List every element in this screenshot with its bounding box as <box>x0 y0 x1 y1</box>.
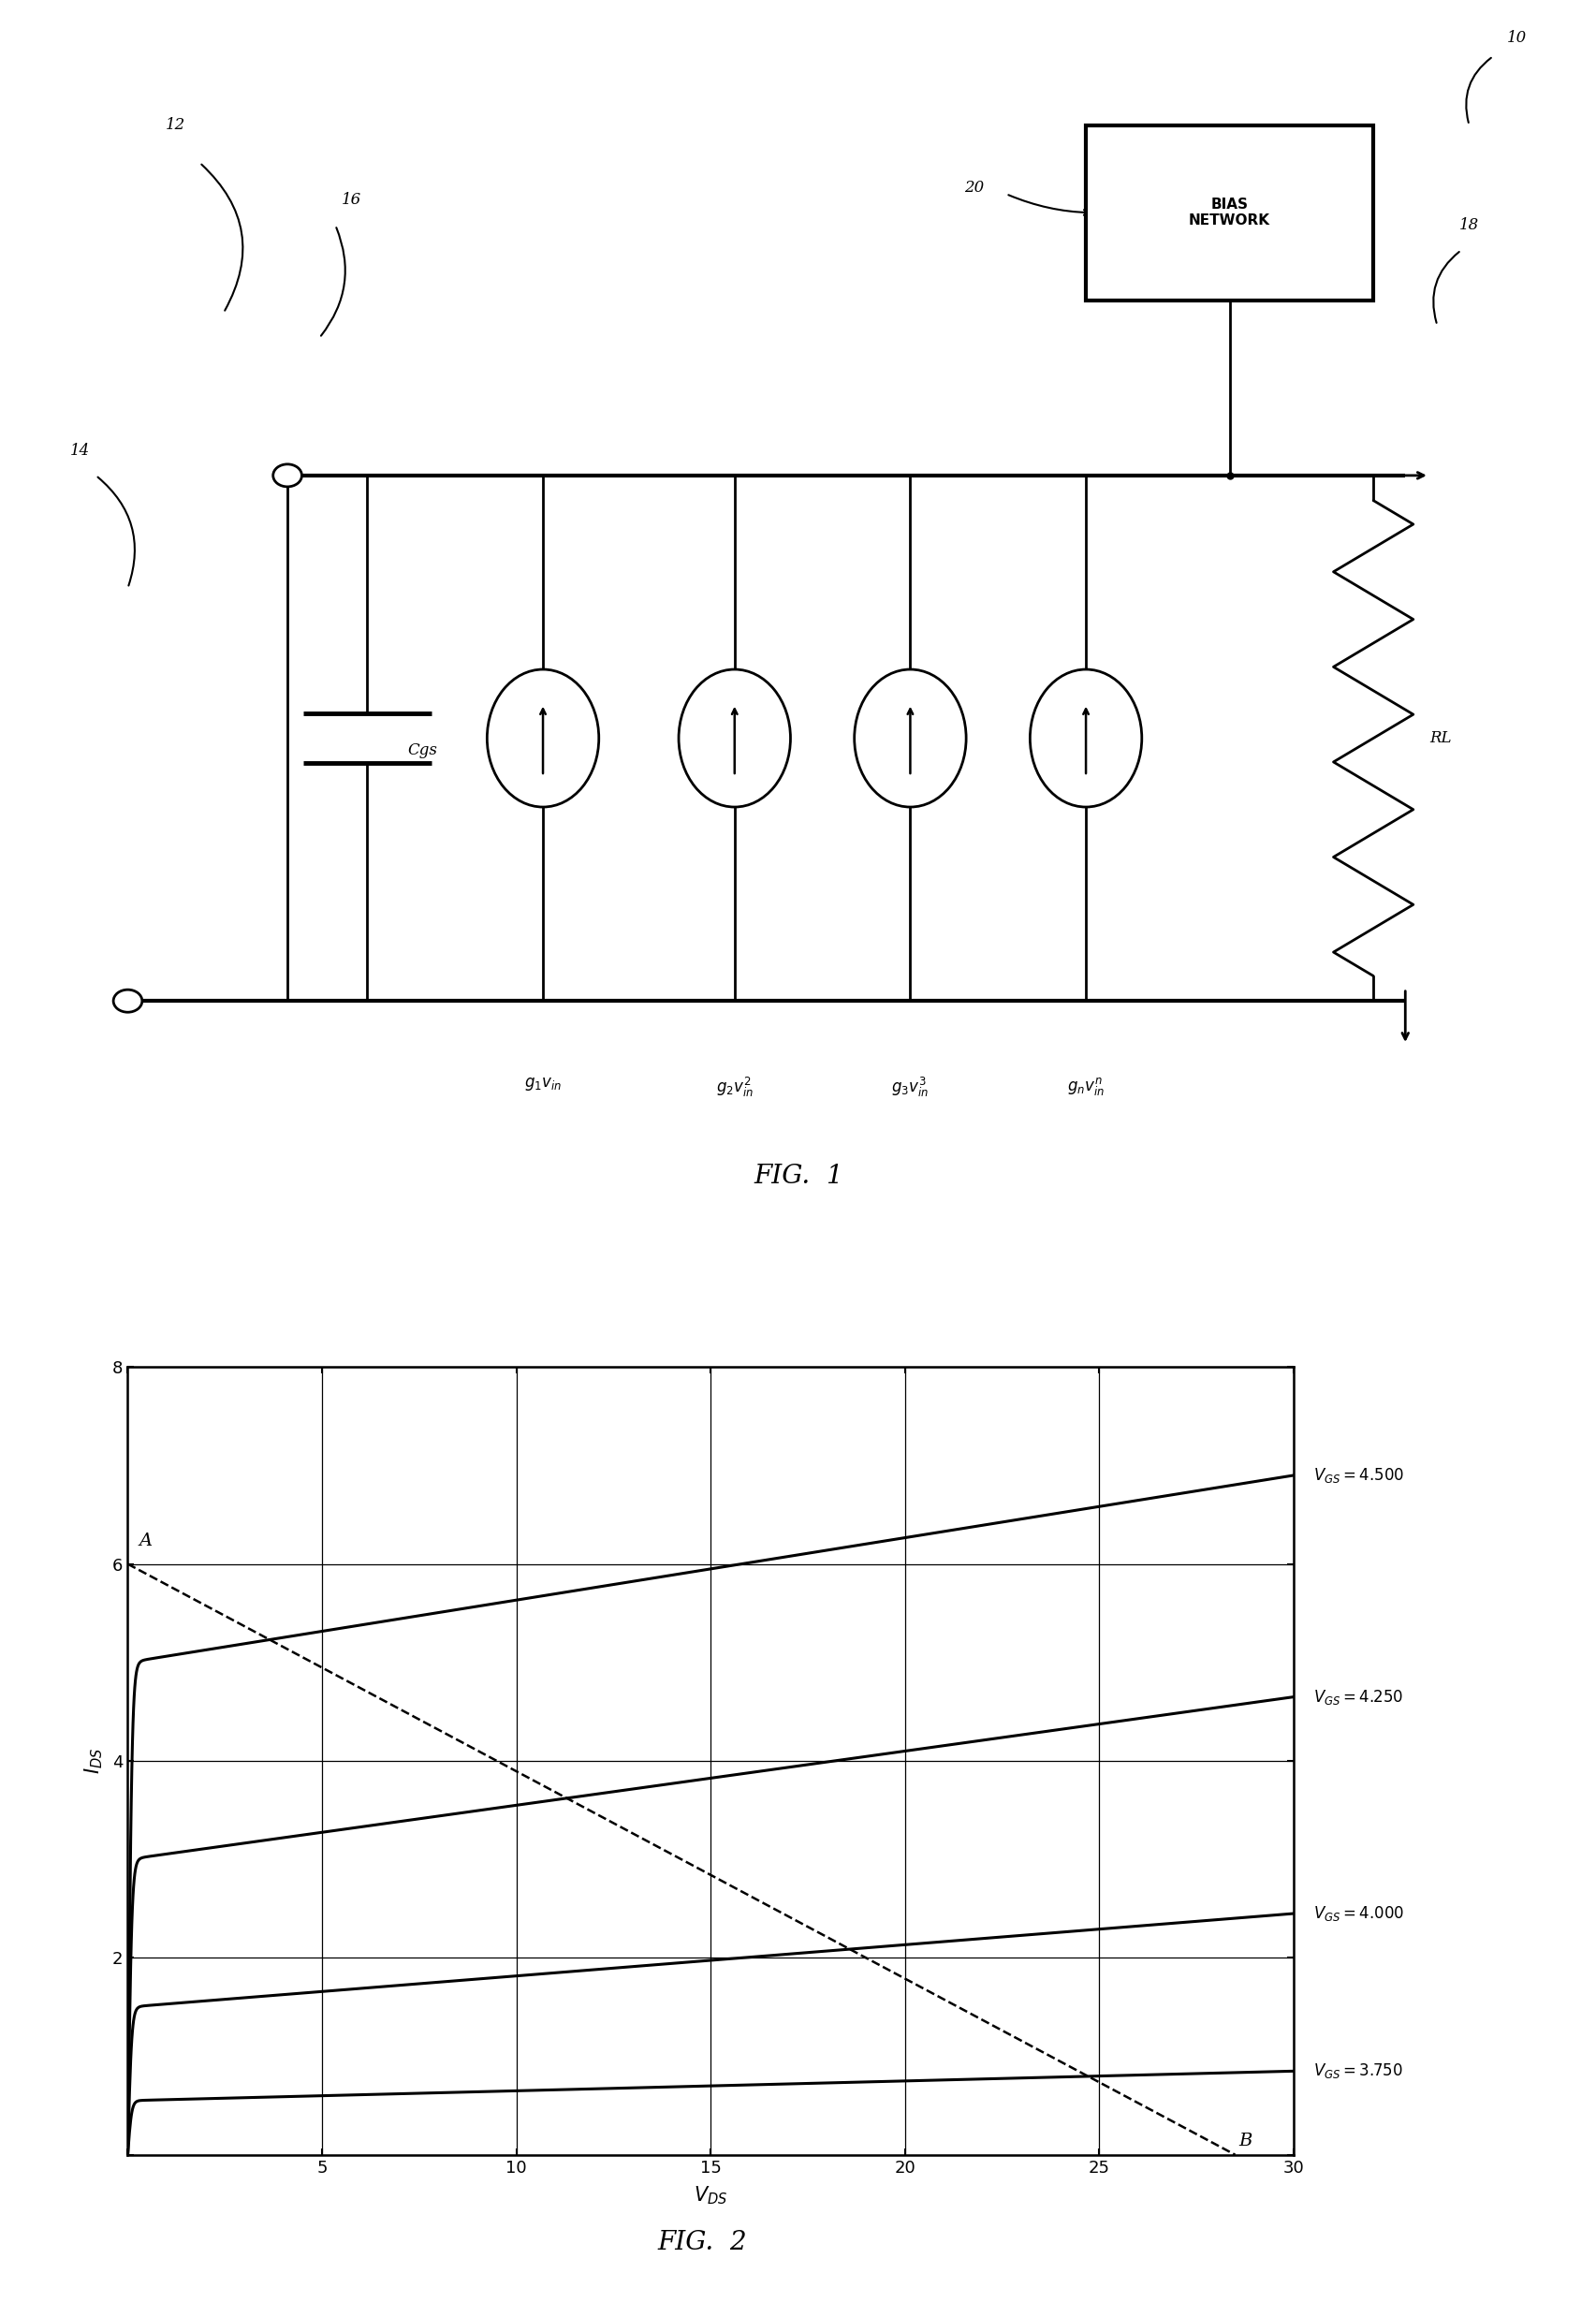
Text: FIG.  1: FIG. 1 <box>753 1163 843 1189</box>
Ellipse shape <box>678 670 790 806</box>
Text: $V_{GS}=4.250$: $V_{GS}=4.250$ <box>1312 1687 1403 1705</box>
Text: RL: RL <box>1428 730 1451 746</box>
Text: $g_3 v^3_{in}$: $g_3 v^3_{in}$ <box>891 1075 929 1101</box>
Text: 12: 12 <box>166 118 185 132</box>
Text: $V_{GS}=3.750$: $V_{GS}=3.750$ <box>1312 2062 1401 2081</box>
Text: $g_n v^n_{in}$: $g_n v^n_{in}$ <box>1066 1075 1104 1098</box>
Text: 16: 16 <box>342 192 361 209</box>
X-axis label: $V_{DS}$: $V_{DS}$ <box>693 2185 728 2206</box>
Bar <box>1085 125 1373 301</box>
Text: A: A <box>139 1532 153 1550</box>
Text: $g_2 v^2_{in}$: $g_2 v^2_{in}$ <box>715 1075 753 1101</box>
Text: Cgs: Cgs <box>407 744 437 758</box>
Text: $V_{GS}=4.500$: $V_{GS}=4.500$ <box>1312 1467 1403 1485</box>
Text: B: B <box>1238 2134 1251 2150</box>
Text: $V_{GS}=4.000$: $V_{GS}=4.000$ <box>1312 1905 1403 1923</box>
Text: 18: 18 <box>1459 218 1478 234</box>
Text: FIG.  2: FIG. 2 <box>658 2231 747 2254</box>
Ellipse shape <box>1029 670 1141 806</box>
Text: 20: 20 <box>964 181 983 195</box>
Ellipse shape <box>854 670 966 806</box>
Circle shape <box>273 463 302 487</box>
Y-axis label: $I_{DS}$: $I_{DS}$ <box>83 1747 105 1775</box>
Text: 14: 14 <box>70 443 89 459</box>
Text: $g_1 v_{in}$: $g_1 v_{in}$ <box>523 1075 562 1094</box>
Circle shape <box>113 989 142 1013</box>
Text: 10: 10 <box>1507 30 1526 46</box>
Text: BIAS
NETWORK: BIAS NETWORK <box>1189 197 1269 227</box>
Ellipse shape <box>487 670 598 806</box>
